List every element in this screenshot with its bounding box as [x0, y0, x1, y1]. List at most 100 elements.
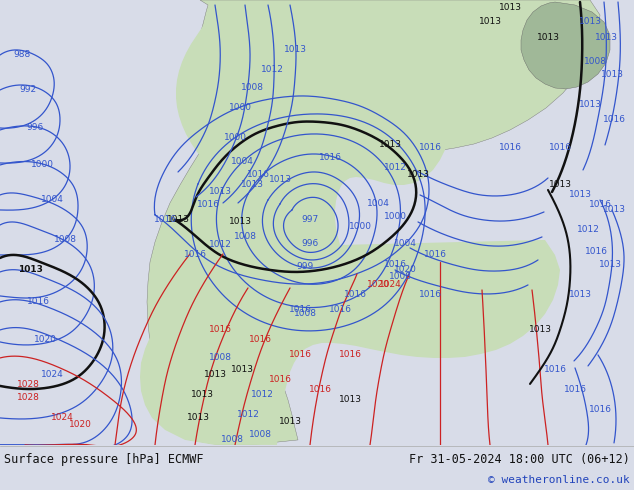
Text: 997: 997: [301, 216, 319, 224]
Text: 1013: 1013: [602, 205, 626, 215]
Text: 1013: 1013: [536, 33, 559, 43]
Text: 1000: 1000: [30, 160, 53, 170]
Text: 1024: 1024: [51, 414, 74, 422]
Text: 1028: 1028: [16, 380, 39, 390]
Text: 1013: 1013: [18, 266, 42, 274]
Text: 1016: 1016: [424, 250, 446, 259]
Text: 1013: 1013: [240, 180, 264, 190]
Text: 1016: 1016: [318, 153, 342, 163]
Text: 1013: 1013: [167, 216, 190, 224]
Text: 1008: 1008: [221, 436, 243, 444]
Text: 1016: 1016: [27, 297, 49, 306]
Text: 1004: 1004: [41, 196, 63, 204]
Text: 1020: 1020: [68, 420, 91, 429]
Polygon shape: [227, 0, 348, 88]
Text: 1008: 1008: [53, 236, 77, 245]
Text: 1020: 1020: [366, 280, 389, 290]
Text: 1012: 1012: [384, 164, 406, 172]
Text: 1000: 1000: [384, 213, 406, 221]
Text: 1008: 1008: [389, 272, 411, 281]
Polygon shape: [198, 0, 600, 154]
Text: 1016: 1016: [588, 200, 612, 209]
Text: 1013: 1013: [598, 261, 621, 270]
Text: 1013: 1013: [406, 171, 429, 179]
Text: 1013: 1013: [186, 414, 209, 422]
Text: 1020: 1020: [394, 266, 417, 274]
Text: 1028: 1028: [16, 393, 39, 402]
Text: 1012: 1012: [209, 241, 231, 249]
Text: 1016: 1016: [588, 405, 612, 415]
Text: 1013: 1013: [600, 71, 623, 79]
Text: 1013: 1013: [569, 291, 592, 299]
Text: 1016: 1016: [328, 305, 351, 315]
Text: Surface pressure [hPa] ECMWF: Surface pressure [hPa] ECMWF: [4, 453, 204, 466]
Text: 1000: 1000: [224, 133, 247, 143]
Text: 1013: 1013: [529, 325, 552, 335]
Text: 1016: 1016: [309, 386, 332, 394]
Text: 1024: 1024: [41, 370, 63, 379]
Text: 1016: 1016: [344, 291, 366, 299]
Polygon shape: [230, 0, 515, 88]
Text: 1016: 1016: [602, 116, 626, 124]
Text: 1013: 1013: [578, 100, 602, 109]
Text: 1016: 1016: [418, 144, 441, 152]
Text: 1024: 1024: [378, 280, 401, 290]
Text: 1004: 1004: [366, 199, 389, 208]
Text: 1016: 1016: [548, 144, 571, 152]
Text: 1008: 1008: [209, 353, 231, 363]
Text: 1016: 1016: [585, 247, 607, 256]
Text: 1013: 1013: [498, 3, 522, 13]
Text: © weatheronline.co.uk: © weatheronline.co.uk: [488, 475, 630, 485]
Text: 1008: 1008: [583, 57, 607, 67]
Text: 996: 996: [27, 123, 44, 132]
Text: 1013: 1013: [595, 33, 618, 43]
Text: 1012: 1012: [576, 225, 599, 234]
Text: 1016: 1016: [288, 305, 311, 315]
Text: 1012: 1012: [250, 391, 273, 399]
Text: 1016: 1016: [288, 350, 311, 360]
Text: 1013: 1013: [278, 417, 302, 426]
Text: 1000: 1000: [228, 103, 252, 113]
Polygon shape: [140, 2, 560, 445]
Text: 1013: 1013: [479, 18, 501, 26]
Text: 1013: 1013: [204, 370, 226, 379]
Text: 1008: 1008: [249, 430, 271, 440]
Text: 1016: 1016: [418, 291, 441, 299]
Text: 999: 999: [296, 263, 314, 271]
Text: 1016: 1016: [153, 216, 176, 224]
Text: 1016: 1016: [498, 144, 522, 152]
Text: 1013: 1013: [209, 188, 231, 196]
Text: 1013: 1013: [378, 141, 401, 149]
Text: 996: 996: [301, 240, 319, 248]
Text: 988: 988: [13, 50, 30, 59]
Text: Fr 31-05-2024 18:00 UTC (06+12): Fr 31-05-2024 18:00 UTC (06+12): [409, 453, 630, 466]
Text: 1013: 1013: [190, 391, 214, 399]
Text: 1008: 1008: [233, 232, 257, 242]
Text: 1013: 1013: [339, 395, 361, 404]
Polygon shape: [147, 0, 298, 445]
Text: 1012: 1012: [261, 66, 283, 74]
Text: 1016: 1016: [183, 250, 207, 259]
Text: 1016: 1016: [249, 336, 271, 344]
Text: 1008: 1008: [240, 83, 264, 93]
Text: 1004: 1004: [394, 240, 417, 248]
Text: 1016: 1016: [564, 386, 586, 394]
Text: 1016: 1016: [209, 325, 231, 335]
Text: 1016: 1016: [543, 366, 567, 374]
Text: 1004: 1004: [231, 157, 254, 167]
Text: 1016: 1016: [339, 350, 361, 360]
Text: 1008: 1008: [294, 310, 316, 318]
Text: 1013: 1013: [231, 366, 254, 374]
Text: 1013: 1013: [578, 18, 602, 26]
Text: 1012: 1012: [236, 411, 259, 419]
Text: 1016: 1016: [247, 171, 269, 179]
Text: 992: 992: [20, 85, 37, 95]
Text: 1013: 1013: [269, 175, 292, 184]
Polygon shape: [521, 2, 610, 89]
Text: 1016: 1016: [269, 375, 292, 385]
Text: 1013: 1013: [569, 191, 592, 199]
Text: 1016: 1016: [384, 261, 406, 270]
Text: 1013: 1013: [283, 46, 306, 54]
Text: 1000: 1000: [349, 222, 372, 231]
Text: 1013: 1013: [548, 180, 571, 190]
